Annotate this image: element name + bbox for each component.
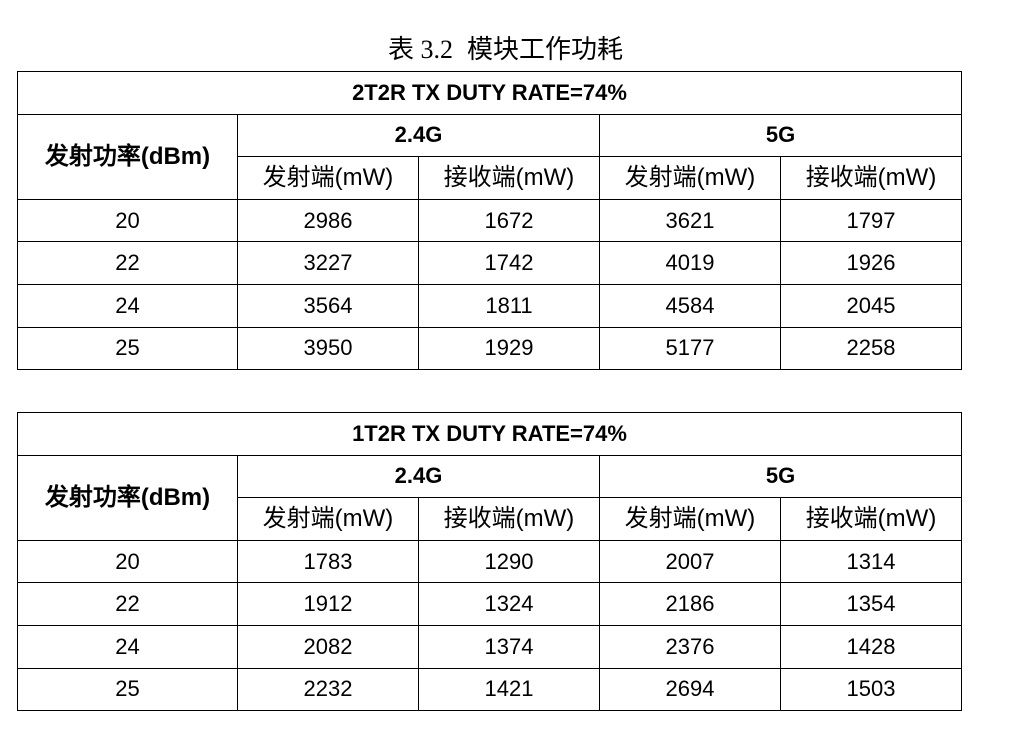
value-cell: 2045 [779, 283, 963, 328]
sub-header-tx: 发射端(mW) [599, 156, 781, 200]
table-row: 20 1783 1290 2007 1314 [17, 539, 963, 584]
sub-header-rx: 接收端(mW) [418, 156, 600, 200]
band-header-2-4g: 2.4G [237, 113, 600, 158]
tx-power-header: 发射功率(dBm) [17, 454, 238, 541]
value-cell: 1742 [418, 241, 600, 285]
value-cell: 2694 [599, 667, 781, 712]
value-cell: 1783 [237, 539, 419, 584]
band-header-2-4g: 2.4G [237, 454, 600, 499]
sub-header-row: 发射端(mW) 接收端(mW) 发射端(mW) 接收端(mW) [18, 497, 963, 541]
value-cell: 1374 [418, 624, 600, 669]
power-cell: 20 [17, 198, 238, 243]
sub-header-rx: 接收端(mW) [779, 156, 963, 200]
value-cell: 4584 [599, 283, 781, 328]
table-title: 2T2R TX DUTY RATE=74% [16, 71, 963, 115]
table-row: 25 3950 1929 5177 2258 [17, 326, 963, 371]
table-row: 24 3564 1811 4584 2045 [17, 283, 963, 328]
value-cell: 2232 [237, 667, 419, 712]
sub-header-rx: 接收端(mW) [779, 497, 963, 541]
table-row: 22 1912 1324 2186 1354 [17, 582, 963, 626]
table-row: 22 3227 1742 4019 1926 [17, 241, 963, 285]
value-cell: 1811 [418, 283, 600, 328]
power-cell: 22 [17, 582, 238, 626]
value-cell: 2186 [599, 582, 781, 626]
table-title-row: 2T2R TX DUTY RATE=74% [16, 71, 963, 115]
value-cell: 2082 [237, 624, 419, 669]
power-table-1t2r: 1T2R TX DUTY RATE=74% 发射功率(dBm) 2.4G 5G … [16, 412, 963, 712]
value-cell: 3621 [599, 198, 781, 243]
value-cell: 1672 [418, 198, 600, 243]
table-title-row: 1T2R TX DUTY RATE=74% [16, 412, 963, 456]
value-cell: 2986 [237, 198, 419, 243]
tx-power-header: 发射功率(dBm) [17, 113, 238, 200]
value-cell: 1324 [418, 582, 600, 626]
power-cell: 25 [17, 326, 238, 371]
table-caption: 表 3.2 模块工作功耗 [0, 30, 1011, 70]
value-cell: 1354 [779, 582, 963, 626]
power-cell: 20 [17, 539, 238, 584]
value-cell: 1421 [418, 667, 600, 712]
value-cell: 3227 [237, 241, 419, 285]
value-cell: 2376 [599, 624, 781, 669]
sub-header-tx: 发射端(mW) [237, 156, 419, 200]
value-cell: 1926 [779, 241, 963, 285]
value-cell: 1290 [418, 539, 600, 584]
power-cell: 24 [17, 624, 238, 669]
value-cell: 3564 [237, 283, 419, 328]
value-cell: 3950 [237, 326, 419, 371]
power-cell: 24 [17, 283, 238, 328]
value-cell: 4019 [599, 241, 781, 285]
band-header-row: 发射功率(dBm) 2.4G 5G [17, 113, 963, 200]
caption-number: 表 3.2 [387, 35, 453, 64]
table-row: 25 2232 1421 2694 1503 [17, 667, 963, 712]
power-cell: 25 [17, 667, 238, 712]
value-cell: 1314 [779, 539, 963, 584]
sub-header-tx: 发射端(mW) [599, 497, 781, 541]
value-cell: 1503 [779, 667, 963, 712]
table-row: 20 2986 1672 3621 1797 [17, 198, 963, 243]
value-cell: 2007 [599, 539, 781, 584]
table-row: 24 2082 1374 2376 1428 [17, 624, 963, 669]
table-title: 1T2R TX DUTY RATE=74% [16, 412, 963, 456]
sub-header-rx: 接收端(mW) [418, 497, 600, 541]
value-cell: 5177 [599, 326, 781, 371]
band-header-row: 发射功率(dBm) 2.4G 5G [17, 454, 963, 541]
sub-header-tx: 发射端(mW) [237, 497, 419, 541]
band-header-5g: 5G [598, 454, 963, 499]
band-header-5g: 5G [598, 113, 963, 158]
sub-header-row: 发射端(mW) 接收端(mW) 发射端(mW) 接收端(mW) [18, 156, 963, 200]
value-cell: 2258 [779, 326, 963, 371]
caption-title: 模块工作功耗 [467, 35, 624, 64]
value-cell: 1929 [418, 326, 600, 371]
value-cell: 1428 [779, 624, 963, 669]
value-cell: 1912 [237, 582, 419, 626]
value-cell: 1797 [779, 198, 963, 243]
power-cell: 22 [17, 241, 238, 285]
power-table-2t2r: 2T2R TX DUTY RATE=74% 发射功率(dBm) 2.4G 5G … [16, 71, 963, 371]
